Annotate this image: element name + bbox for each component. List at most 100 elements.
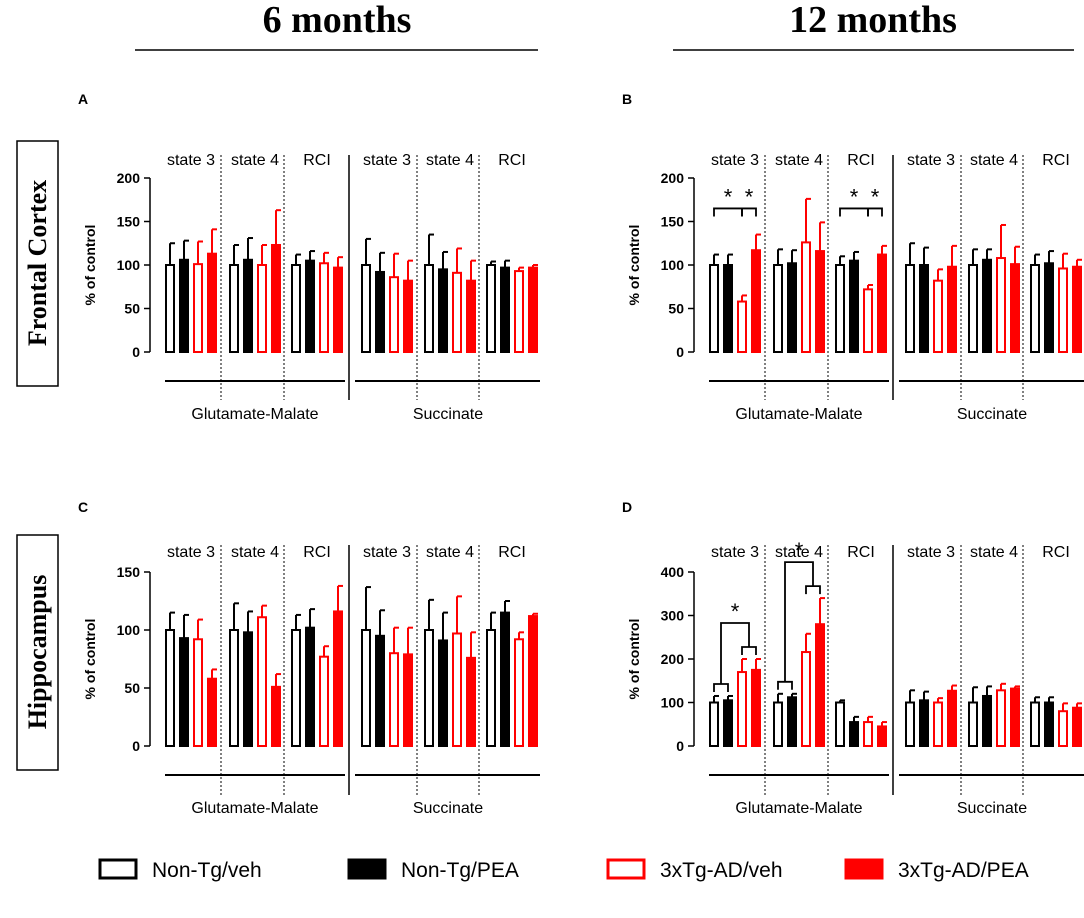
significance-bracket	[867, 207, 883, 217]
legend: Non-Tg/veh Non-Tg/PEA 3xTg-AD/veh 3xTg-AD/P…	[98, 858, 1029, 882]
bar-B-g3-1	[835, 264, 845, 353]
bar-C-g1-1	[165, 629, 175, 747]
chart-panel-A: A 0 50 100 150 200 % of control state 3 state 4 R…	[78, 91, 540, 423]
chart-panel-B: B 0 50 100 150 200 % of control state 3 state 4 R…	[622, 91, 1084, 423]
significance-bracket	[741, 207, 757, 217]
bar-D-g2-1	[773, 701, 783, 747]
group-label: RCI	[498, 544, 526, 561]
legend-label-1: Non-Tg/veh	[152, 859, 262, 882]
bar-C-g6-3	[514, 638, 524, 748]
substrate-label: Succinate	[413, 406, 483, 423]
bar-A-g6-2	[500, 266, 510, 353]
bar-A-g6-4	[528, 266, 538, 353]
group-label: state 4	[426, 152, 474, 169]
bar-C-g3-2	[305, 626, 315, 747]
bar-A-g5-2	[438, 268, 448, 354]
bar-D-g1-2	[723, 699, 733, 748]
bar-A-g3-4	[333, 266, 343, 353]
bar-A-g6-3	[514, 270, 524, 353]
significance-star: *	[724, 184, 733, 209]
row-header-frontal-cortex: Frontal Cortex	[23, 180, 52, 346]
substrate-label: Glutamate-Malate	[735, 800, 862, 817]
bar-C-g2-3	[257, 616, 267, 747]
bar-D-g6-4	[1072, 706, 1082, 747]
bar-C-g4-4	[403, 653, 413, 747]
y-tick-label: 0	[132, 738, 140, 754]
bar-B-g3-2	[849, 259, 859, 353]
bar-A-g1-1	[165, 264, 175, 353]
bar-B-g2-1	[773, 264, 783, 353]
legend-swatch-2	[347, 858, 387, 880]
y-tick-label: 200	[661, 170, 685, 186]
bar-A-g2-4	[271, 243, 281, 354]
substrate-label: Glutamate-Malate	[735, 406, 862, 423]
bar-A-g5-3	[452, 271, 462, 353]
bar-C-g2-1	[229, 629, 239, 747]
bar-C-g5-3	[452, 632, 462, 747]
bar-D-g3-3	[863, 721, 873, 748]
row-header-box-bottom	[16, 534, 59, 771]
bar-D-g6-3	[1058, 710, 1068, 748]
group-label: state 4	[970, 544, 1018, 561]
bar-C-g1-2	[179, 637, 189, 747]
group-label: state 3	[907, 544, 955, 561]
bar-A-g5-1	[424, 264, 434, 353]
bar-D-g5-1	[968, 701, 978, 747]
bar-B-g3-4	[877, 253, 887, 353]
y-tick-label: 100	[661, 695, 685, 711]
bar-B-g6-2	[1044, 262, 1054, 354]
bar-B-g2-3	[801, 241, 811, 354]
bar-C-g3-1	[291, 629, 301, 747]
bar-C-g3-4	[333, 610, 343, 747]
row-header-hippocampus: Hippocampus	[23, 575, 52, 730]
bar-C-g5-4	[466, 656, 476, 748]
significance-star: *	[795, 538, 804, 563]
significance-bracket	[713, 683, 729, 692]
significance-star: *	[850, 184, 859, 209]
bar-C-g6-4	[528, 615, 538, 748]
panel-label: D	[622, 499, 632, 515]
group-label: state 3	[167, 152, 215, 169]
group-label: state 3	[907, 152, 955, 169]
significance-bracket	[777, 680, 793, 690]
y-axis-label: % of control	[82, 225, 98, 306]
significance-bracket	[839, 207, 869, 217]
bar-D-g2-2	[787, 696, 797, 748]
y-tick-label: 100	[117, 257, 141, 273]
bar-A-g4-3	[389, 276, 399, 353]
bar-B-g6-4	[1072, 265, 1082, 353]
bar-B-g5-4	[1010, 263, 1020, 354]
bar-C-g2-2	[243, 631, 253, 748]
y-axis-label: % of control	[626, 225, 642, 306]
bar-B-g5-3	[996, 257, 1006, 354]
group-label: state 4	[231, 152, 279, 169]
y-tick-label: 150	[117, 564, 141, 580]
column-header-12-months: 12 months	[789, 0, 957, 41]
y-tick-label: 50	[668, 301, 684, 317]
bar-D-g3-1	[835, 701, 845, 747]
y-axis-label: % of control	[82, 619, 98, 700]
y-tick-label: 0	[676, 344, 684, 360]
bar-D-g1-4	[751, 668, 761, 747]
bar-C-g4-3	[389, 652, 399, 748]
group-label: RCI	[1042, 544, 1070, 561]
group-label: state 4	[775, 152, 823, 169]
bar-B-g5-2	[982, 258, 992, 353]
bar-C-g4-1	[361, 629, 371, 747]
substrate-label: Succinate	[957, 800, 1027, 817]
group-label: state 4	[426, 544, 474, 561]
bar-B-g1-4	[751, 249, 761, 354]
substrate-label: Succinate	[957, 406, 1027, 423]
bar-D-g4-3	[933, 701, 943, 747]
y-tick-label: 200	[661, 651, 685, 667]
bar-C-g2-4	[271, 685, 281, 748]
panel-label: A	[78, 91, 88, 107]
bar-B-g4-2	[919, 264, 929, 353]
bar-A-g3-1	[291, 264, 301, 353]
y-tick-label: 400	[661, 564, 685, 580]
bar-C-g1-3	[193, 638, 203, 748]
y-tick-label: 300	[661, 608, 685, 624]
bar-B-g5-1	[968, 264, 978, 353]
group-label: RCI	[847, 544, 875, 561]
bar-A-g4-4	[403, 279, 413, 353]
